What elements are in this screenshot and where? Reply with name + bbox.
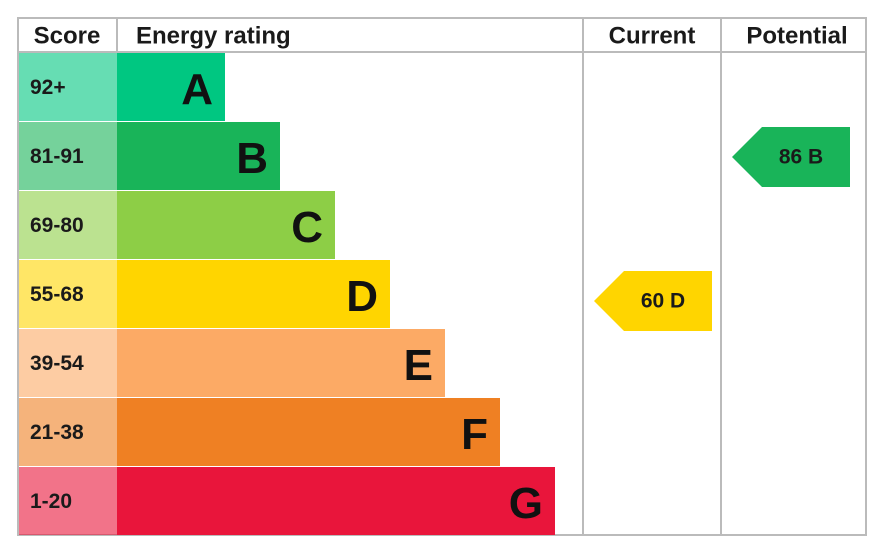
band-letter: B (236, 134, 268, 183)
score-cell (19, 329, 117, 397)
band-letter: D (346, 272, 378, 321)
band-letter: A (181, 65, 213, 114)
score-cell (19, 467, 117, 535)
score-range: 1-20 (30, 490, 72, 513)
header-energy: Energy rating (136, 23, 291, 50)
current-arrow (594, 271, 712, 331)
band-bar (117, 329, 445, 397)
score-range: 39-54 (30, 352, 84, 375)
score-cell (19, 191, 117, 259)
band-bar (117, 122, 280, 190)
potential-label: 86 B (779, 146, 823, 169)
header-score: Score (34, 23, 101, 50)
bands: 92+ A 81-91 B 69-80 C 55-68 D 39-54 E 21-38 F 1-20 G (19, 53, 555, 535)
score-range: 21-38 (30, 421, 84, 444)
band-bar (117, 467, 555, 535)
header-current: Current (609, 23, 696, 50)
current-label: 60 D (641, 290, 685, 313)
score-range: 81-91 (30, 145, 84, 168)
band-letter: C (291, 203, 323, 252)
score-cell (19, 398, 117, 466)
band-letter: E (404, 341, 433, 390)
band-bar (117, 53, 225, 121)
score-range: 92+ (30, 76, 66, 99)
score-cell (19, 122, 117, 190)
score-range: 69-80 (30, 214, 84, 237)
band-bar (117, 260, 390, 328)
band-letter: G (509, 479, 543, 528)
score-cell (19, 53, 117, 121)
band-bar (117, 191, 335, 259)
band-letter: F (461, 410, 488, 459)
header-potential: Potential (746, 23, 847, 50)
score-range: 55-68 (30, 283, 84, 306)
score-cell (19, 260, 117, 328)
potential-arrow (732, 127, 850, 187)
band-bar (117, 398, 500, 466)
